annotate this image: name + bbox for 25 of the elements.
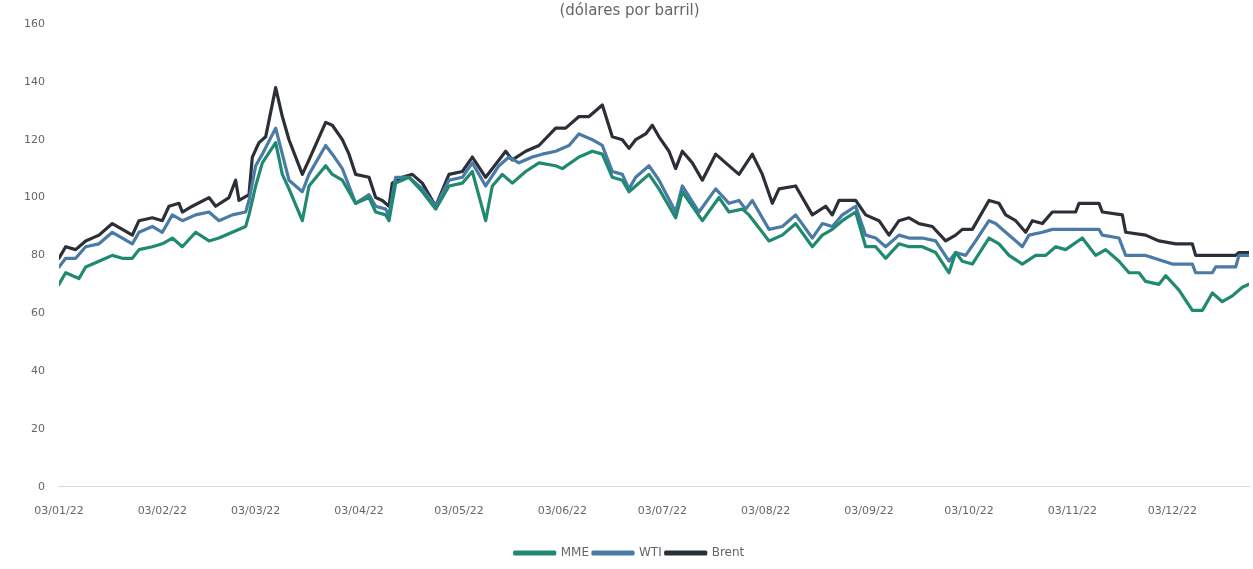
x-tick-label: 03/02/22 xyxy=(137,504,188,518)
y-tick-label: 40 xyxy=(31,363,45,377)
y-tick-label: 100 xyxy=(24,190,45,204)
y-tick-label: 20 xyxy=(31,421,45,435)
legend-label: Brent xyxy=(711,545,745,560)
y-tick-label: 60 xyxy=(31,306,45,320)
x-tick-label: 03/10/22 xyxy=(944,504,994,518)
x-tick-label: 03/06/22 xyxy=(537,504,588,518)
x-tick-label: 03/08/22 xyxy=(740,504,791,518)
y-tick-label: 0 xyxy=(38,479,45,493)
y-tick-label: 120 xyxy=(24,132,45,146)
y-tick-label: 80 xyxy=(31,248,45,262)
x-tick-label: 03/03/22 xyxy=(230,504,281,518)
y-tick-label: 160 xyxy=(24,16,45,30)
legend-label: WTI xyxy=(638,545,662,560)
x-tick-label: 03/09/22 xyxy=(844,504,894,518)
x-tick-label: 03/07/22 xyxy=(637,504,688,518)
x-tick-label: 03/11/22 xyxy=(1047,504,1098,518)
x-tick-label: 03/05/22 xyxy=(434,504,484,518)
chart-subtitle: (dólares por barril) xyxy=(559,0,700,19)
x-tick-label: 03/12/22 xyxy=(1147,504,1198,518)
legend-label: MME xyxy=(560,545,589,560)
x-tick-label: 03/04/22 xyxy=(334,504,384,518)
x-tick-label: 03/01/22 xyxy=(34,504,84,518)
y-tick-label: 140 xyxy=(24,74,45,88)
